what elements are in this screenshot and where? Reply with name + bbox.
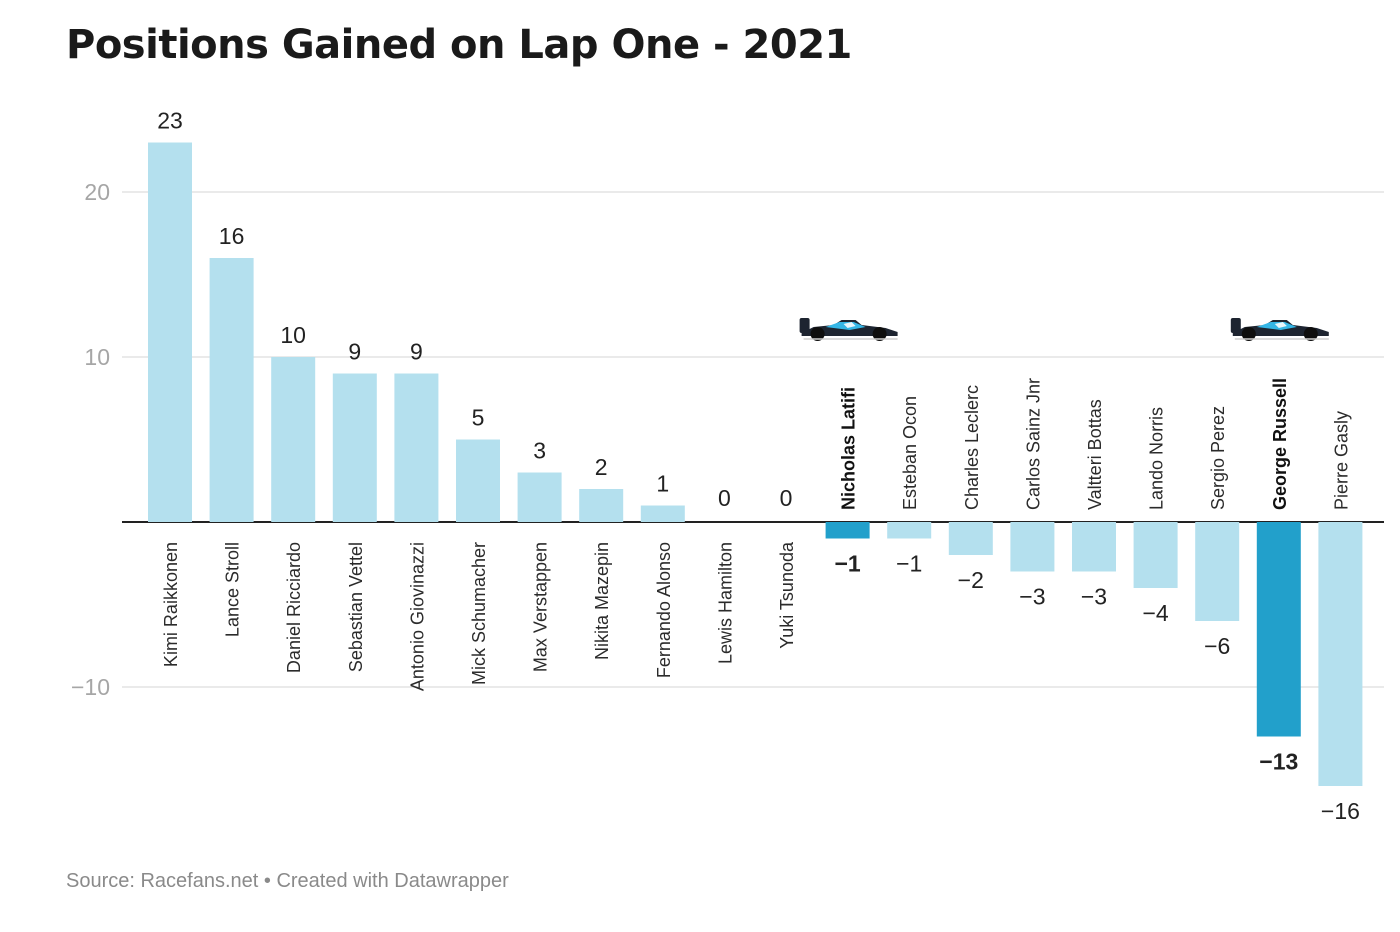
data-label: 23 [157, 108, 183, 134]
williams-f1-car-icon [1230, 318, 1329, 341]
category-label: Lance Stroll [223, 542, 243, 637]
category-label: Kimi Raikkonen [161, 542, 181, 667]
bar [887, 522, 932, 539]
category-label: Sergio Perez [1208, 406, 1228, 510]
data-label: 10 [280, 322, 306, 348]
data-label: 2 [595, 454, 608, 480]
category-label: George Russell [1270, 378, 1290, 510]
data-label: −13 [1259, 749, 1298, 775]
source-note: Source: Racefans.net • Created with Data… [66, 870, 509, 892]
category-label: Nikita Mazepin [592, 542, 612, 660]
bar [1318, 522, 1363, 786]
chart-title: Positions Gained on Lap One - 2021 [66, 22, 852, 68]
data-label: 3 [533, 438, 546, 464]
bar [1133, 522, 1178, 588]
bar [640, 505, 685, 522]
data-label: 1 [656, 471, 669, 497]
category-label: Sebastian Vettel [346, 542, 366, 672]
category-label: Esteban Ocon [900, 396, 920, 510]
data-label: −3 [1081, 584, 1107, 610]
data-label: 0 [718, 485, 731, 511]
category-label: Antonio Giovinazzi [407, 542, 427, 691]
bar [394, 373, 439, 522]
car-icons [799, 318, 1329, 341]
bar [1072, 522, 1116, 572]
bar [1195, 522, 1240, 621]
category-label: Valtteri Bottas [1085, 399, 1105, 510]
data-label: 9 [410, 339, 423, 365]
category-label: Lewis Hamilton [715, 542, 735, 664]
williams-f1-car-icon [799, 318, 898, 341]
data-label: 0 [780, 485, 793, 511]
bar [332, 373, 377, 522]
bar [579, 489, 624, 522]
data-label: 16 [219, 223, 245, 249]
data-label: 5 [472, 405, 485, 431]
category-label: Charles Leclerc [962, 385, 982, 510]
category-label: Max Verstappen [531, 542, 551, 672]
category-label: Mick Schumacher [469, 542, 489, 685]
bar [271, 357, 316, 522]
bar [209, 258, 254, 522]
bar [825, 522, 870, 539]
bars [148, 142, 1363, 786]
category-label: Fernando Alonso [654, 542, 674, 678]
data-label: −4 [1142, 600, 1168, 626]
data-label: −16 [1321, 798, 1360, 824]
bar [456, 439, 500, 522]
y-tick-label: −10 [71, 674, 110, 700]
data-label: −2 [958, 567, 984, 593]
category-label: Nicholas Latifi [839, 387, 859, 510]
bar [1010, 522, 1055, 572]
bar [148, 142, 192, 522]
category-label: Daniel Ricciardo [284, 542, 304, 673]
bar [1256, 522, 1301, 737]
data-label: −3 [1019, 584, 1045, 610]
bar [948, 522, 993, 555]
y-tick-label: 20 [84, 179, 110, 205]
data-label: −1 [834, 551, 860, 577]
y-tick-label: 10 [84, 344, 110, 370]
category-label: Lando Norris [1147, 407, 1167, 510]
bar [517, 472, 562, 522]
category-label: Pierre Gasly [1331, 411, 1351, 510]
data-label: −6 [1204, 633, 1230, 659]
data-label: −1 [896, 551, 922, 577]
category-label: Yuki Tsunoda [777, 541, 797, 649]
category-label: Carlos Sainz Jnr [1023, 378, 1043, 510]
data-label: 9 [348, 339, 361, 365]
